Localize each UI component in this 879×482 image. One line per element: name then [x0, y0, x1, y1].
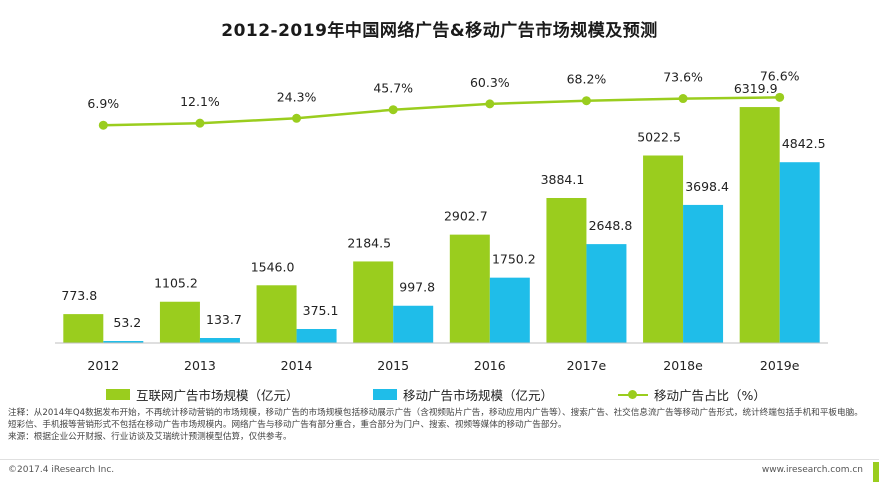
bar-mobile-2019e: [779, 162, 820, 343]
legend-swatch-mobile: [373, 389, 397, 400]
ratio-point-2014: [292, 113, 302, 123]
ratio-line-layer: 6.9% 12.1% 24.3% 45.7% 60.3% 68.2% 73.6% 76.6%: [87, 68, 800, 130]
website-link[interactable]: www.iresearch.com.cn: [761, 465, 863, 475]
ratio-label-2014: 24.3%: [277, 89, 317, 104]
ratio-label-2018e: 73.6%: [663, 70, 703, 85]
chart-title: 2012-2019年中国网络广告&移动广告市场规模及预测: [221, 21, 658, 41]
ratio-point-2017e: [581, 96, 591, 106]
ratio-line: [103, 96, 780, 127]
x-tick-2018e: 2018e: [663, 358, 703, 373]
label-mobile-2017e: 2648.8: [589, 218, 633, 233]
bar-internet-2018e: [643, 155, 684, 343]
label-mobile-2019e: 4842.5: [782, 136, 826, 151]
legend-item-ratio: 移动广告占比（%）: [618, 385, 766, 404]
source-text: 来源：根据企业公开财报、行业访谈及艾瑞统计预测模型估算，仅供参考。: [8, 432, 292, 442]
ratio-label-2019e: 76.6%: [760, 68, 800, 83]
x-tick-labels: 2012 2013 2014 2015 2016 2017e 2018e 2019e: [87, 358, 799, 373]
label-internet-2012: 773.8: [61, 288, 97, 303]
label-mobile-2014: 375.1: [303, 303, 339, 318]
label-internet-2018e: 5022.5: [637, 129, 681, 144]
legend-label-ratio: 移动广告占比（%）: [654, 388, 766, 403]
x-tick-2019e: 2019e: [760, 358, 800, 373]
x-tick-2016: 2016: [474, 358, 506, 373]
ratio-point-2013: [195, 118, 205, 128]
x-tick-2013: 2013: [184, 358, 216, 373]
footer-divider: [0, 459, 879, 460]
bar-internet-2017e: [546, 197, 587, 343]
chart: 773.8 53.2 1105.2 133.7 1546.0 375.1 2184.5 997…: [55, 68, 828, 373]
bar-mobile-2017e: [586, 244, 627, 343]
bar-internet-2014: [256, 285, 297, 343]
bar-internet-2015: [353, 261, 394, 343]
legend-item-mobile: 移动广告市场规模（亿元）: [373, 385, 553, 404]
bars-layer: 773.8 53.2 1105.2 133.7 1546.0 375.1 2184.5 997…: [61, 81, 826, 343]
bar-mobile-2014: [296, 328, 337, 343]
bar-mobile-2012: [103, 341, 144, 343]
legend-label-internet: 互联网广告市场规模（亿元）: [136, 388, 299, 403]
ratio-label-2012: 6.9%: [87, 96, 119, 111]
ratio-point-2016: [485, 99, 495, 109]
x-tick-2012: 2012: [87, 358, 119, 373]
ratio-label-2015: 45.7%: [373, 81, 413, 96]
notes: 注释：从2014年Q4数据发布开始，不再统计移动营销的市场规模，移动广告的市场规…: [8, 407, 868, 443]
legend-swatch-ratio: [618, 389, 648, 401]
legend-label-mobile: 移动广告市场规模（亿元）: [403, 388, 554, 403]
ratio-point-2015: [388, 105, 398, 115]
bar-mobile-2018e: [683, 204, 724, 343]
x-tick-2014: 2014: [281, 358, 313, 373]
bar-mobile-2013: [199, 338, 240, 343]
bar-internet-2019e: [739, 107, 780, 343]
legend: 互联网广告市场规模（亿元） 移动广告市场规模（亿元） 移动广告占比（%）: [0, 383, 879, 405]
label-internet-2015: 2184.5: [347, 235, 391, 250]
ratio-point-2012: [98, 120, 108, 130]
bar-internet-2013: [159, 301, 200, 343]
label-internet-2013: 1105.2: [154, 276, 198, 291]
ratio-label-2017e: 68.2%: [567, 72, 607, 87]
legend-swatch-internet: [106, 389, 130, 400]
label-mobile-2012: 53.2: [113, 315, 141, 330]
ratio-label-2013: 12.1%: [180, 94, 220, 109]
bar-mobile-2015: [393, 305, 434, 343]
label-internet-2016: 2902.7: [444, 209, 488, 224]
label-internet-2014: 1546.0: [251, 259, 295, 274]
bar-mobile-2016: [489, 277, 530, 343]
ratio-label-2016: 60.3%: [470, 75, 510, 90]
label-mobile-2013: 133.7: [206, 312, 242, 327]
bar-internet-2012: [63, 314, 104, 343]
label-mobile-2016: 1750.2: [492, 252, 536, 267]
label-mobile-2018e: 3698.4: [685, 179, 729, 194]
bar-internet-2016: [449, 234, 490, 343]
label-internet-2019e: 6319.9: [734, 81, 778, 96]
copyright: ©2017.4 iResearch Inc.: [8, 465, 115, 475]
legend-item-internet: 互联网广告市场规模（亿元）: [106, 385, 299, 404]
ratio-point-2019e: [775, 92, 785, 102]
label-internet-2017e: 3884.1: [541, 172, 585, 187]
ratio-point-2018e: [678, 94, 688, 104]
x-tick-2015: 2015: [377, 358, 409, 373]
note-text: 注释：从2014年Q4数据发布开始，不再统计移动营销的市场规模，移动广告的市场规…: [8, 408, 863, 430]
label-mobile-2015: 997.8: [399, 280, 435, 295]
page-corner-mark: [873, 462, 879, 482]
x-tick-2017e: 2017e: [567, 358, 607, 373]
